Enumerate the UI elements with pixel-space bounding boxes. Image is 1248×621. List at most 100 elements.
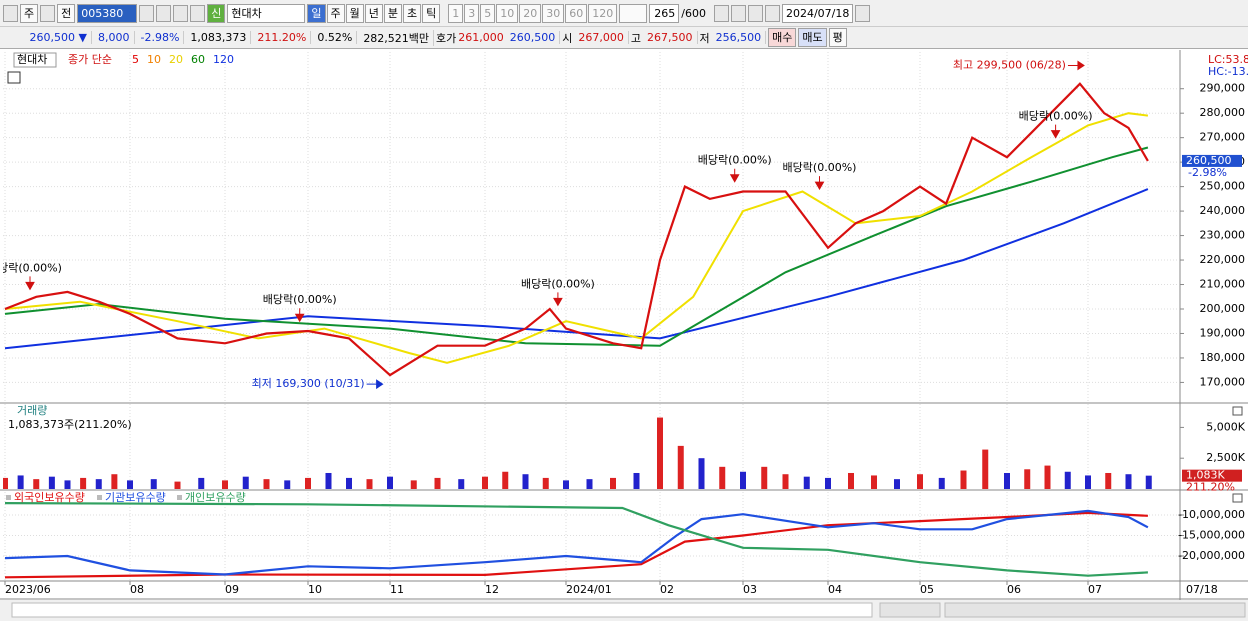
volume-bar [3,477,8,489]
x-tick-label: 08 [130,583,144,596]
low-arrow [366,379,384,390]
x-end-label: 07/18 [1186,583,1218,596]
minute[interactable]: 20 [519,3,542,23]
volume-bar [33,479,40,489]
tool[interactable] [713,4,729,22]
y-tick-label: 200,000 [1200,302,1246,315]
x-tick-label: 07 [1088,583,1102,596]
ma-label: 종가 단순 [68,53,112,66]
volume-bar [522,474,529,489]
dropdown[interactable] [139,4,155,22]
stock-name[interactable]: 현대차 [227,3,306,23]
minutes: 1 3 5 10 20 30 60 120 [448,3,618,23]
tool[interactable] [764,4,780,22]
volume-bar [1145,475,1152,489]
volume-bar [740,471,746,489]
volume-bar [64,480,71,489]
volume-bar [198,477,205,489]
code[interactable]: 005380 [77,3,138,23]
y-tick-label: 5,000K [1206,420,1245,433]
y-tick-label: 170,000 [1200,375,1246,388]
prev[interactable]: 전 [57,3,76,23]
high-label: 최고 299,500 (06/28) [953,58,1066,71]
icon[interactable] [3,4,18,22]
x-tick-label: 12 [485,583,499,596]
zoom-tools[interactable] [944,602,1246,618]
volume-bar [242,476,249,489]
minute[interactable]: 1 [448,3,464,23]
low: 256,500 [712,31,767,44]
dropdown[interactable] [190,4,206,22]
dividend-arrow [294,308,305,323]
period[interactable]: 주 [326,3,345,23]
search[interactable] [156,4,172,22]
nav-buttons[interactable] [879,602,941,618]
dividend-label: 배당락(0.00%) [783,161,857,174]
avg[interactable]: 평 [828,28,847,47]
minute[interactable]: 120 [588,3,618,23]
max: /600 [681,6,706,20]
close-box[interactable] [1232,493,1243,503]
blank[interactable] [619,3,648,23]
sell[interactable]: 매도 [798,28,827,47]
minute[interactable]: 60 [565,3,588,23]
ma-legend: 120 [213,53,234,66]
price-tag-label: 260,500 [1186,154,1232,167]
sound[interactable] [173,4,189,22]
count[interactable]: 265 [649,3,680,23]
dropdown[interactable] [40,4,56,22]
price-line [4,188,1149,350]
volume-tag [1182,469,1242,482]
period[interactable]: 년 [364,3,383,23]
volume-bar [48,476,55,489]
volume-bar [458,479,465,489]
tool[interactable] [730,4,746,22]
minute[interactable]: 30 [542,3,565,23]
dividend-arrow [25,276,35,291]
ask: 261,000 [458,31,504,44]
volume-bar [563,480,569,489]
volume-bar [761,466,768,489]
y-tick-label: 180,000 [1200,351,1246,364]
date[interactable]: 2024/07/18 [781,3,854,23]
panel-icon[interactable] [7,71,21,84]
period[interactable]: 일 [307,3,326,23]
change: 8,000 [94,31,135,44]
calendar[interactable] [855,4,871,22]
volume-bar [1024,469,1031,489]
tool[interactable] [747,4,763,22]
volume-bar [325,472,332,489]
high-arrow [1067,60,1085,71]
x-tick-label: 04 [828,583,842,596]
scroll-track[interactable] [11,602,873,618]
market[interactable]: 주 [20,3,39,23]
bid-label: 호가 [436,31,457,45]
price-line [4,112,1149,364]
buy[interactable]: 매수 [768,28,797,47]
volume-bar [848,472,854,489]
close-box[interactable] [1232,406,1243,416]
volume-bar [1004,472,1010,489]
amount: 282,521백만 [359,29,435,46]
y-tick-label: 210,000 [1200,278,1246,291]
volume-bar [803,476,810,489]
period[interactable]: 틱 [422,3,441,23]
volume-tag-sub: 211.20% [1186,481,1235,494]
period[interactable]: 분 [383,3,402,23]
minute[interactable]: 3 [464,3,480,23]
x-tick-label: 10 [308,583,322,596]
minute[interactable]: 5 [480,3,496,23]
volume-bar [434,477,441,489]
low-label: 최저 169,300 (10/31) [252,377,365,390]
volume-bar [482,476,488,489]
bid: 260,500 [506,31,561,44]
y-tick-label: -20,000,000 [1178,549,1245,562]
volume-bar [502,471,509,489]
high-label: 고 [630,31,642,45]
ma-legend: 20 [169,53,183,66]
period[interactable]: 월 [345,3,364,23]
period[interactable]: 초 [403,3,422,23]
minute[interactable]: 10 [496,3,519,23]
